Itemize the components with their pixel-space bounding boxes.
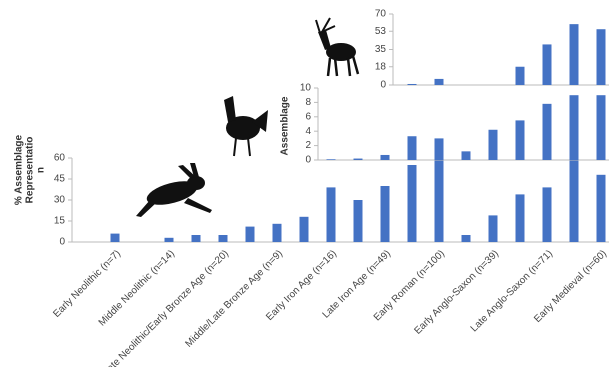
bar [380, 186, 390, 242]
y-tick-label: 6 [305, 111, 311, 122]
y-axis-label: Assemblage [280, 96, 291, 155]
bar [407, 83, 417, 85]
y-tick-label: 30 [54, 195, 66, 206]
y-tick-label: 15 [54, 216, 66, 227]
y-tick-label: 10 [300, 83, 312, 94]
bar [488, 215, 498, 242]
bar [461, 235, 471, 242]
bar [596, 174, 606, 242]
bar [569, 158, 579, 242]
bar [164, 237, 174, 242]
bar [596, 29, 606, 85]
bar [380, 154, 390, 160]
bar [461, 151, 471, 160]
bar [191, 235, 201, 242]
y-tick-label: 2 [305, 140, 311, 151]
bar [434, 78, 444, 85]
y-tick-label: 8 [305, 97, 311, 108]
bar [218, 235, 228, 242]
bar [407, 165, 417, 242]
bar [110, 233, 120, 242]
bar [353, 200, 363, 242]
y-tick-label: 0 [59, 237, 65, 248]
hare-icon [136, 163, 212, 217]
chicken-icon [224, 96, 268, 157]
y-tick-label: 60 [54, 153, 66, 164]
y-tick-label: 0 [380, 80, 386, 91]
bar [515, 194, 525, 242]
bar [515, 120, 525, 160]
bar [434, 138, 444, 160]
bar [515, 66, 525, 85]
deer-icon [315, 17, 360, 77]
x-tick-label: Middle/Late Bronze Age (n=9) [183, 248, 285, 350]
bar [542, 187, 552, 242]
y-tick-label: 70 [375, 9, 387, 20]
bar [434, 158, 444, 242]
bar [488, 129, 498, 160]
bar [542, 103, 552, 160]
y-axis-label: Representatio [25, 137, 36, 204]
bar [596, 95, 606, 160]
y-tick-label: 35 [375, 44, 387, 55]
bar [272, 223, 282, 242]
bar [245, 226, 255, 242]
bar [542, 44, 552, 85]
y-tick-label: 0 [305, 155, 311, 166]
y-axis-label: % Assemblage [14, 134, 25, 205]
y-tick-label: 4 [305, 126, 311, 137]
bar [569, 24, 579, 85]
bar [326, 187, 336, 242]
y-tick-label: 53 [375, 26, 387, 37]
y-tick-label: 18 [375, 61, 387, 72]
bar [569, 95, 579, 160]
bar [353, 158, 363, 160]
bar [299, 216, 309, 242]
bar [326, 159, 336, 160]
y-axis-label: n [36, 167, 47, 173]
y-tick-label: 45 [54, 174, 66, 185]
bar [407, 136, 417, 160]
